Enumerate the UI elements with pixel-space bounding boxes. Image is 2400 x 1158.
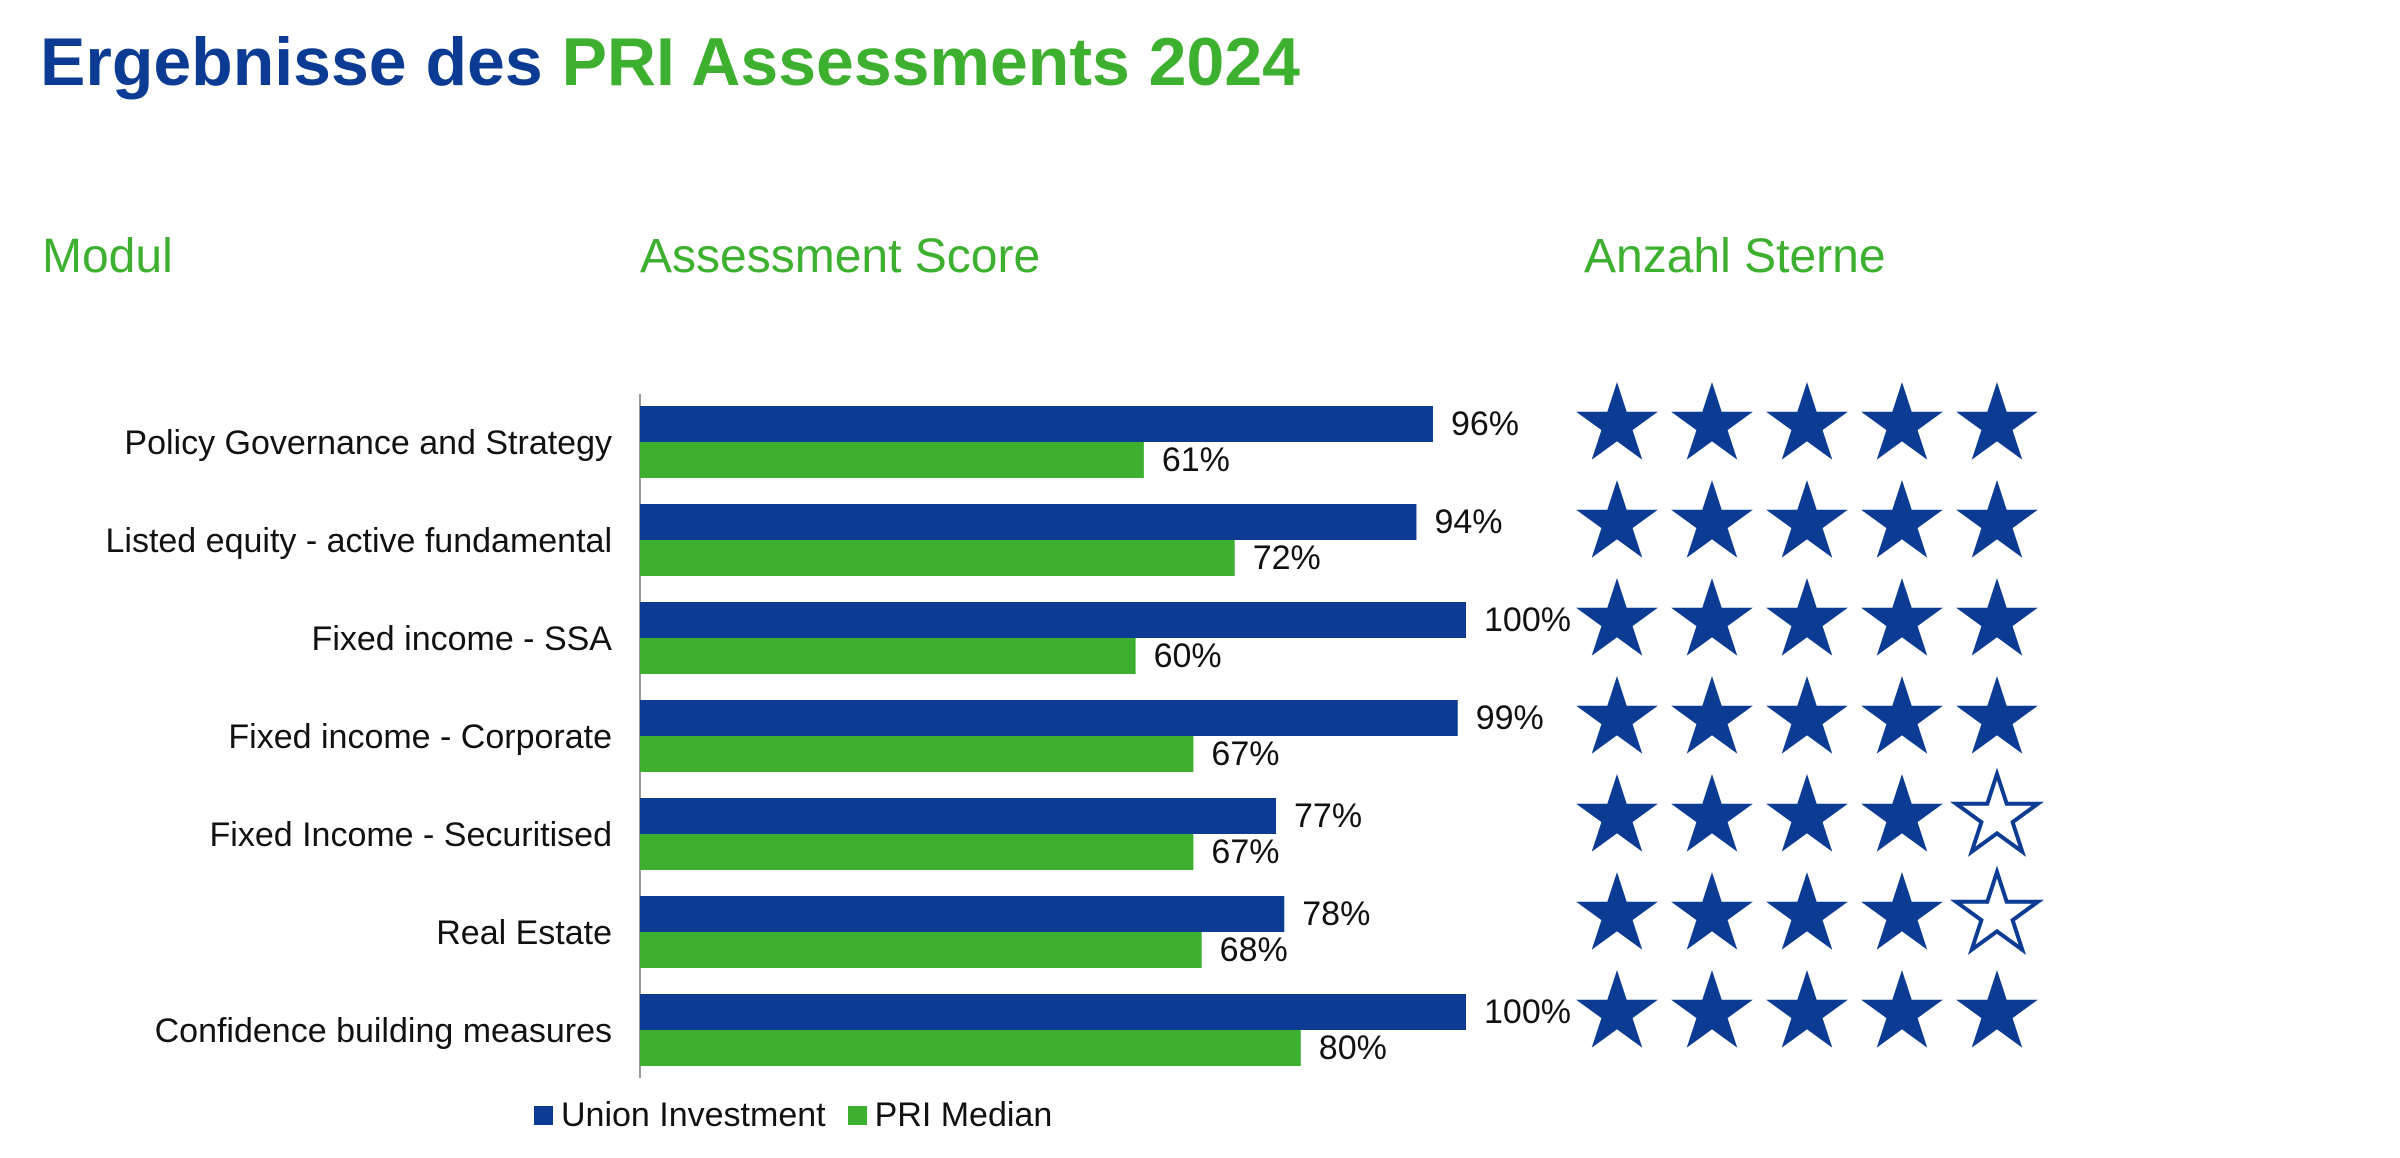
value-label-union-fixed-income-ssa: 100% [1484,601,1571,639]
star-empty-real-estate-5 [1949,865,2045,956]
legend-item-median: PRI Median [847,1096,1053,1135]
category-label-fixed-income-ssa: Fixed income - SSA [312,620,613,658]
star-filled-fixed-income-corporate-5 [1956,676,2038,754]
title-part-2: PRI Assessments 2024 [561,24,1300,100]
star-filled-fixed-income-corporate-3 [1766,676,1848,754]
score-column-header: Assessment Score [640,230,1041,283]
star-filled-fixed-income-ssa-1 [1576,578,1658,656]
star-filled-real-estate-2 [1671,872,1753,950]
category-label-fixed-income-securitised: Fixed Income - Securitised [210,816,613,854]
star-filled-policy-governance-and-strategy-2 [1671,382,1753,460]
bar-union-real-estate [640,896,1285,932]
star-filled-fixed-income-ssa-5 [1956,578,2038,656]
chart-legend: Union Investment PRI Median [534,1096,1074,1135]
star-filled-policy-governance-and-strategy-4 [1861,382,1943,460]
legend-item-union: Union Investment [534,1096,826,1135]
bar-union-policy-governance-and-strategy [640,406,1433,442]
bar-union-listed-equity-active-fundamental [640,504,1417,540]
star-filled-policy-governance-and-strategy-5 [1956,382,2038,460]
value-label-median-real-estate: 68% [1220,931,1288,969]
legend-swatch-median [847,1106,867,1125]
bar-union-fixed-income-securitised [640,798,1277,834]
value-label-median-policy-governance-and-strategy: 61% [1162,441,1230,479]
star-filled-listed-equity-active-fundamental-4 [1861,480,1943,558]
legend-swatch-union [534,1106,553,1125]
category-label-confidence-building-measures: Confidence building measures [155,1012,612,1050]
value-label-union-fixed-income-corporate: 99% [1476,699,1544,737]
star-filled-listed-equity-active-fundamental-1 [1576,480,1658,558]
value-label-median-listed-equity-active-fundamental: 72% [1253,539,1321,577]
star-filled-fixed-income-corporate-2 [1671,676,1753,754]
star-filled-fixed-income-ssa-2 [1671,578,1753,656]
star-filled-fixed-income-securitised-2 [1671,774,1753,852]
value-label-union-listed-equity-active-fundamental: 94% [1434,503,1502,541]
value-label-median-fixed-income-ssa: 60% [1154,637,1222,675]
star-filled-confidence-building-measures-4 [1861,970,1943,1048]
star-filled-listed-equity-active-fundamental-3 [1766,480,1848,558]
star-filled-confidence-building-measures-1 [1576,970,1658,1048]
star-filled-real-estate-1 [1576,872,1658,950]
star-filled-fixed-income-corporate-1 [1576,676,1658,754]
category-label-fixed-income-corporate: Fixed income - Corporate [228,718,612,756]
bar-union-fixed-income-ssa [640,602,1466,638]
star-filled-fixed-income-securitised-4 [1861,774,1943,852]
bar-median-listed-equity-active-fundamental [640,540,1235,576]
star-filled-real-estate-3 [1766,872,1848,950]
bar-median-fixed-income-corporate [640,736,1194,772]
category-label-policy-governance-and-strategy: Policy Governance and Strategy [124,424,612,462]
value-label-union-fixed-income-securitised: 77% [1294,797,1362,835]
star-filled-policy-governance-and-strategy-1 [1576,382,1658,460]
module-column-header: Modul [42,230,173,283]
star-filled-confidence-building-measures-2 [1671,970,1753,1048]
star-filled-fixed-income-ssa-4 [1861,578,1943,656]
star-filled-fixed-income-ssa-3 [1766,578,1848,656]
star-filled-fixed-income-securitised-3 [1766,774,1848,852]
legend-label-union: Union Investment [561,1096,826,1134]
star-filled-listed-equity-active-fundamental-2 [1671,480,1753,558]
value-label-median-fixed-income-corporate: 67% [1211,735,1279,773]
bar-median-fixed-income-ssa [640,638,1136,674]
bar-median-real-estate [640,932,1202,968]
bar-median-fixed-income-securitised [640,834,1194,870]
star-filled-confidence-building-measures-3 [1766,970,1848,1048]
star-filled-listed-equity-active-fundamental-5 [1956,480,2038,558]
star-filled-confidence-building-measures-5 [1956,970,2038,1048]
value-label-median-fixed-income-securitised: 67% [1211,833,1279,871]
category-label-real-estate: Real Estate [436,914,612,952]
title-part-1: Ergebnisse des [40,24,543,100]
page-title: Ergebnisse des PRI Assessments 2024 [40,22,1300,104]
value-label-union-real-estate: 78% [1302,895,1370,933]
bar-union-fixed-income-corporate [640,700,1458,736]
bar-median-confidence-building-measures [640,1030,1301,1066]
value-label-union-policy-governance-and-strategy: 96% [1451,405,1519,443]
star-filled-fixed-income-corporate-4 [1861,676,1943,754]
value-label-union-confidence-building-measures: 100% [1484,993,1571,1031]
star-empty-fixed-income-securitised-5 [1949,767,2045,858]
star-filled-real-estate-4 [1861,872,1943,950]
bar-median-policy-governance-and-strategy [640,442,1144,478]
category-label-listed-equity-active-fundamental: Listed equity - active fundamental [105,522,612,560]
stars-column-header: Anzahl Sterne [1584,230,1886,283]
star-filled-fixed-income-securitised-1 [1576,774,1658,852]
star-filled-policy-governance-and-strategy-3 [1766,382,1848,460]
legend-label-median: PRI Median [874,1096,1053,1134]
value-label-median-confidence-building-measures: 80% [1319,1029,1387,1067]
bar-union-confidence-building-measures [640,994,1466,1030]
